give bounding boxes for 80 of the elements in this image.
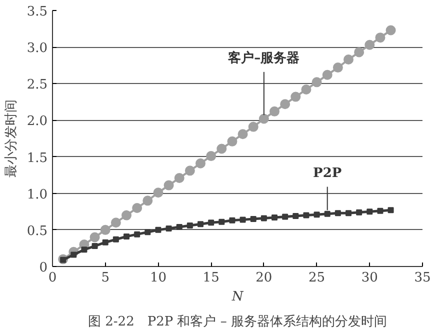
point bbox=[144, 229, 151, 236]
x-axis-title: N bbox=[230, 290, 244, 304]
caption: 图 2-22 P2P 和客户 – 服务器体系结构的分发时间 bbox=[88, 314, 387, 330]
y-tick-label: 3.5 bbox=[26, 4, 48, 20]
point bbox=[122, 210, 132, 220]
point bbox=[260, 215, 267, 222]
point bbox=[110, 218, 121, 228]
point bbox=[250, 216, 256, 222]
point bbox=[292, 213, 299, 220]
point bbox=[312, 77, 322, 88]
y-tick-label: 2.5 bbox=[26, 78, 48, 93]
point bbox=[272, 214, 278, 220]
point bbox=[206, 151, 216, 162]
point bbox=[112, 236, 119, 242]
point bbox=[324, 210, 330, 217]
point bbox=[258, 114, 269, 124]
x-tick-label: 15 bbox=[202, 270, 220, 286]
point bbox=[208, 220, 214, 226]
point bbox=[166, 225, 172, 232]
point bbox=[366, 208, 373, 215]
y-tick-label: 1.5 bbox=[26, 150, 48, 166]
point bbox=[92, 243, 98, 250]
point bbox=[346, 210, 352, 216]
point bbox=[270, 106, 280, 116]
point bbox=[124, 234, 130, 240]
point bbox=[282, 214, 288, 220]
point bbox=[334, 210, 341, 216]
point bbox=[164, 180, 174, 190]
point bbox=[155, 226, 162, 233]
point bbox=[356, 209, 362, 216]
y-tick-label: 2.0 bbox=[26, 114, 48, 130]
point bbox=[218, 218, 225, 225]
point bbox=[227, 136, 238, 146]
point bbox=[248, 122, 258, 132]
y-tick-label: 0 bbox=[39, 260, 48, 276]
text: P2P bbox=[313, 166, 342, 181]
point bbox=[102, 239, 108, 246]
point bbox=[134, 231, 140, 238]
x-tick-label: 5 bbox=[101, 270, 110, 286]
point bbox=[301, 84, 312, 94]
y-tick-label: 1.0 bbox=[26, 187, 48, 202]
point bbox=[176, 224, 182, 230]
y-axis-title: 最小分发时间 bbox=[4, 100, 19, 178]
point bbox=[386, 25, 396, 36]
x-tick-label: 20 bbox=[256, 270, 272, 286]
point bbox=[238, 129, 248, 140]
x-tick-label: 30 bbox=[361, 270, 378, 286]
y-tick-label: 3.0 bbox=[26, 41, 48, 56]
point bbox=[81, 246, 88, 253]
point bbox=[354, 47, 364, 58]
point bbox=[132, 202, 142, 213]
point bbox=[388, 207, 394, 214]
x-tick-label: 35 bbox=[414, 270, 431, 286]
point bbox=[174, 173, 184, 183]
point bbox=[322, 70, 332, 80]
point bbox=[314, 212, 320, 218]
point bbox=[184, 166, 195, 176]
point bbox=[375, 32, 386, 43]
point bbox=[196, 158, 206, 168]
series-label: 客户–服务器 bbox=[227, 50, 300, 66]
point bbox=[142, 196, 153, 206]
point bbox=[90, 232, 100, 242]
point bbox=[100, 224, 110, 235]
point bbox=[377, 208, 384, 214]
x-tick-label: 10 bbox=[150, 270, 166, 286]
point bbox=[198, 221, 204, 228]
point bbox=[290, 92, 301, 102]
point bbox=[344, 54, 354, 64]
point bbox=[229, 217, 236, 224]
point bbox=[240, 216, 246, 223]
point bbox=[70, 252, 77, 258]
point bbox=[332, 62, 343, 73]
point bbox=[216, 144, 227, 154]
x-tick-label: 25 bbox=[308, 270, 326, 286]
point bbox=[303, 212, 310, 218]
point bbox=[364, 40, 375, 50]
point bbox=[280, 99, 290, 110]
point bbox=[153, 188, 164, 198]
y-tick-label: 0.5 bbox=[26, 224, 48, 239]
point bbox=[186, 222, 193, 229]
